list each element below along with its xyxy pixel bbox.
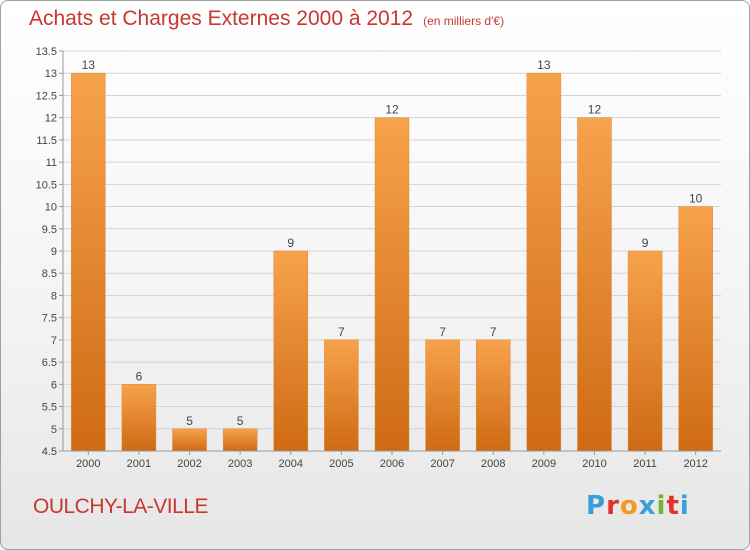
bar-value-label: 6 (136, 369, 143, 383)
bar-value-label: 12 (588, 103, 602, 117)
logo-letter: i (656, 491, 667, 521)
logo-letter: i (679, 491, 690, 521)
bar (678, 206, 713, 452)
x-tick-label: 2000 (76, 458, 100, 470)
commune-name: OULCHY-LA-VILLE (33, 495, 208, 518)
y-tick-label: 11.5 (36, 135, 57, 147)
x-tick-label: 2002 (177, 458, 201, 470)
y-tick-label: 10 (45, 202, 57, 214)
y-tick-label: 7 (51, 335, 57, 347)
bar (324, 339, 359, 452)
x-tick-label: 2008 (481, 458, 505, 470)
y-tick-label: 12 (45, 113, 57, 125)
y-tick-label: 10.5 (36, 179, 57, 191)
bar-value-label: 7 (338, 325, 345, 339)
bar-value-label: 7 (490, 325, 497, 339)
bar (273, 250, 309, 452)
x-tick-label: 2003 (228, 458, 252, 470)
bar (475, 339, 511, 452)
y-tick-label: 7.5 (42, 313, 57, 325)
label-layer: 4.5 5 5.5 6 6.5 7 7.5 8 8.5 9 9.5 10 10.5 11 11.5 12 12.… (36, 46, 708, 470)
x-tick-label: 2004 (279, 458, 303, 470)
chart-title: Achats et Charges Externes 2000 à 2012 (e… (29, 7, 504, 31)
bar-value-label: 5 (186, 414, 193, 428)
y-tick-label: 13.5 (36, 46, 57, 58)
bar (222, 428, 258, 452)
y-tick-label: 8.5 (42, 268, 57, 280)
x-tick-label: 2007 (430, 458, 454, 470)
bar (71, 72, 106, 452)
bar-value-label: 12 (385, 103, 399, 117)
x-tick-label: 2006 (380, 458, 404, 470)
y-tick-label: 4.5 (42, 446, 57, 458)
bar-value-label: 5 (237, 414, 244, 428)
bar-layer (71, 72, 713, 452)
bar-value-label: 13 (82, 58, 96, 72)
bar-value-label: 10 (689, 192, 703, 206)
logo-letter: P (586, 491, 607, 521)
bar (526, 72, 562, 452)
bar-value-label: 9 (287, 236, 294, 250)
bar-value-label: 7 (439, 325, 446, 339)
chart-unit: (en milliers d'€) (423, 14, 505, 28)
y-tick-label: 8 (51, 290, 57, 302)
y-tick-label: 5.5 (42, 402, 57, 414)
logo-letter: t (666, 491, 680, 521)
y-tick-label: 12.5 (36, 90, 57, 102)
x-tick-label: 2009 (532, 458, 556, 470)
y-tick-label: 6 (51, 379, 57, 391)
bar-value-label: 13 (537, 58, 551, 72)
bar (374, 117, 410, 452)
bar (425, 339, 460, 452)
proxiti-logo: Proxiti (586, 491, 690, 521)
y-tick-label: 13 (45, 68, 57, 80)
chart-title-text: Achats et Charges Externes 2000 à 2012 (29, 7, 414, 30)
bar (121, 384, 157, 452)
x-tick-label: 2012 (683, 458, 707, 470)
y-tick-label: 6.5 (42, 357, 57, 369)
bar-value-label: 9 (642, 236, 649, 250)
y-tick-label: 11 (46, 157, 57, 169)
logo-letter: o (619, 491, 639, 521)
bar (577, 117, 612, 452)
y-tick-label: 5 (51, 424, 57, 436)
y-tick-label: 9 (51, 246, 57, 258)
x-tick-label: 2010 (582, 458, 606, 470)
x-tick-label: 2011 (633, 458, 657, 470)
bar (172, 428, 207, 452)
logo-letter: r (606, 491, 620, 521)
x-tick-label: 2001 (127, 458, 151, 470)
x-tick-label: 2005 (329, 458, 353, 470)
y-tick-label: 9.5 (42, 224, 57, 236)
logo-letter: x (638, 491, 657, 521)
axis-layer (59, 50, 721, 455)
bar (627, 250, 663, 452)
